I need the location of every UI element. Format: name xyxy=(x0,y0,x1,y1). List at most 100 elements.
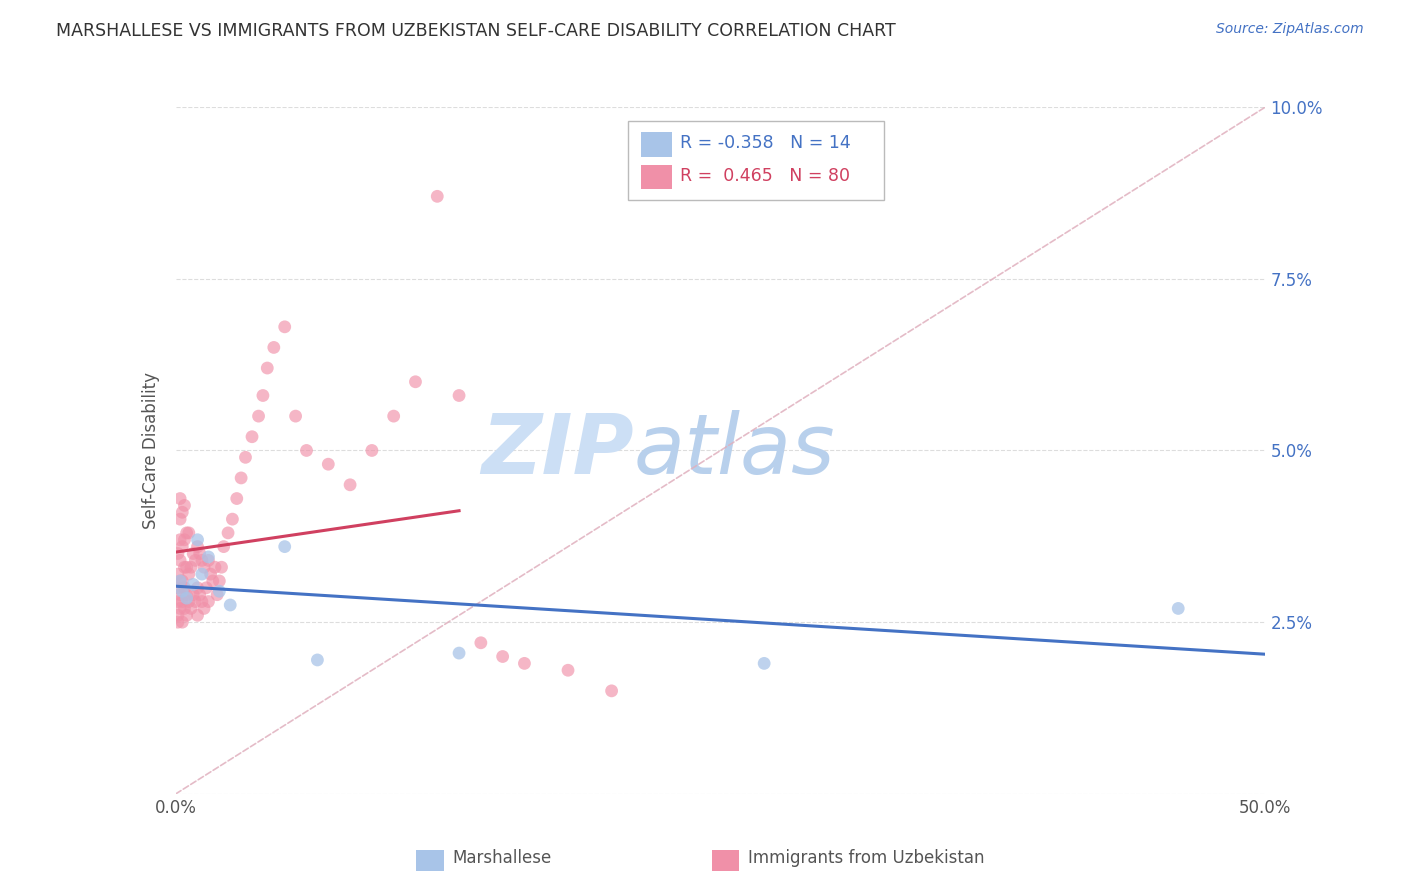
Point xyxy=(176,591,198,606)
Point xyxy=(1167,601,1189,615)
Point xyxy=(169,512,191,526)
Point xyxy=(167,581,190,595)
Point xyxy=(167,546,190,561)
Point xyxy=(557,663,579,677)
Point xyxy=(172,615,194,630)
Point xyxy=(186,581,209,595)
Point xyxy=(274,540,297,554)
Point xyxy=(167,594,190,608)
Point xyxy=(426,189,449,203)
Point xyxy=(173,601,195,615)
Point xyxy=(173,560,195,574)
Text: R =  0.465   N = 80: R = 0.465 N = 80 xyxy=(681,168,851,186)
Point xyxy=(212,540,235,554)
Point xyxy=(600,683,623,698)
Text: Marshallese: Marshallese xyxy=(453,849,553,867)
Point xyxy=(177,594,200,608)
Bar xyxy=(416,850,444,871)
Point xyxy=(235,450,257,465)
Point xyxy=(191,567,214,582)
Point xyxy=(184,553,207,567)
Point xyxy=(492,649,515,664)
Point xyxy=(284,409,307,423)
Point xyxy=(186,533,209,547)
Point xyxy=(172,505,194,519)
Point xyxy=(204,560,226,574)
Point xyxy=(169,491,191,506)
Point xyxy=(193,560,215,574)
Point xyxy=(173,499,195,513)
Point xyxy=(447,388,470,402)
Point xyxy=(181,546,204,561)
Point xyxy=(188,546,211,561)
Point xyxy=(176,608,198,623)
Point xyxy=(191,553,214,567)
Point xyxy=(318,457,340,471)
Point xyxy=(217,525,239,540)
Point xyxy=(195,581,218,595)
Point xyxy=(169,574,191,588)
Point xyxy=(197,549,219,564)
Point xyxy=(181,577,204,591)
Point xyxy=(180,560,202,574)
Point xyxy=(447,646,470,660)
Bar xyxy=(641,165,672,189)
Point xyxy=(167,567,190,582)
Point xyxy=(208,574,231,588)
Point xyxy=(176,525,198,540)
Point xyxy=(176,588,198,602)
Point xyxy=(208,584,231,599)
Point xyxy=(167,608,190,623)
Point xyxy=(231,471,253,485)
Text: atlas: atlas xyxy=(633,410,835,491)
Point xyxy=(274,319,297,334)
Bar xyxy=(711,850,740,871)
Point xyxy=(256,361,278,376)
Point xyxy=(219,598,242,612)
Point xyxy=(193,601,215,615)
Point xyxy=(754,657,776,671)
Point xyxy=(172,594,194,608)
Point xyxy=(172,574,194,588)
Point xyxy=(172,584,194,599)
Point xyxy=(225,491,247,506)
Point xyxy=(172,540,194,554)
Point xyxy=(382,409,405,423)
Point xyxy=(169,574,191,588)
Text: Immigrants from Uzbekistan: Immigrants from Uzbekistan xyxy=(748,849,984,867)
Point xyxy=(221,512,243,526)
Point xyxy=(470,636,492,650)
Text: ZIP: ZIP xyxy=(481,410,633,491)
Point xyxy=(181,588,204,602)
Point xyxy=(205,588,228,602)
Point xyxy=(169,533,191,547)
Point xyxy=(295,443,318,458)
Y-axis label: Self-Care Disability: Self-Care Disability xyxy=(142,372,160,529)
Point xyxy=(191,594,214,608)
Point xyxy=(169,601,191,615)
Point xyxy=(177,567,200,582)
Point xyxy=(360,443,382,458)
Point xyxy=(197,553,219,567)
Point xyxy=(263,340,285,354)
Point xyxy=(240,430,263,444)
Point xyxy=(513,657,536,671)
Point xyxy=(173,533,195,547)
Point xyxy=(173,581,195,595)
Text: R = -0.358   N = 14: R = -0.358 N = 14 xyxy=(681,135,851,153)
Point xyxy=(180,601,202,615)
Point xyxy=(186,608,209,623)
Bar xyxy=(641,132,672,157)
Point xyxy=(186,540,209,554)
Point xyxy=(184,594,207,608)
Point xyxy=(211,560,233,574)
Text: MARSHALLESE VS IMMIGRANTS FROM UZBEKISTAN SELF-CARE DISABILITY CORRELATION CHART: MARSHALLESE VS IMMIGRANTS FROM UZBEKISTA… xyxy=(56,22,896,40)
FancyBboxPatch shape xyxy=(628,120,884,200)
Point xyxy=(169,588,191,602)
Point xyxy=(201,574,224,588)
Point xyxy=(169,553,191,567)
Point xyxy=(197,594,219,608)
Point xyxy=(176,560,198,574)
Point xyxy=(405,375,427,389)
Point xyxy=(188,588,211,602)
